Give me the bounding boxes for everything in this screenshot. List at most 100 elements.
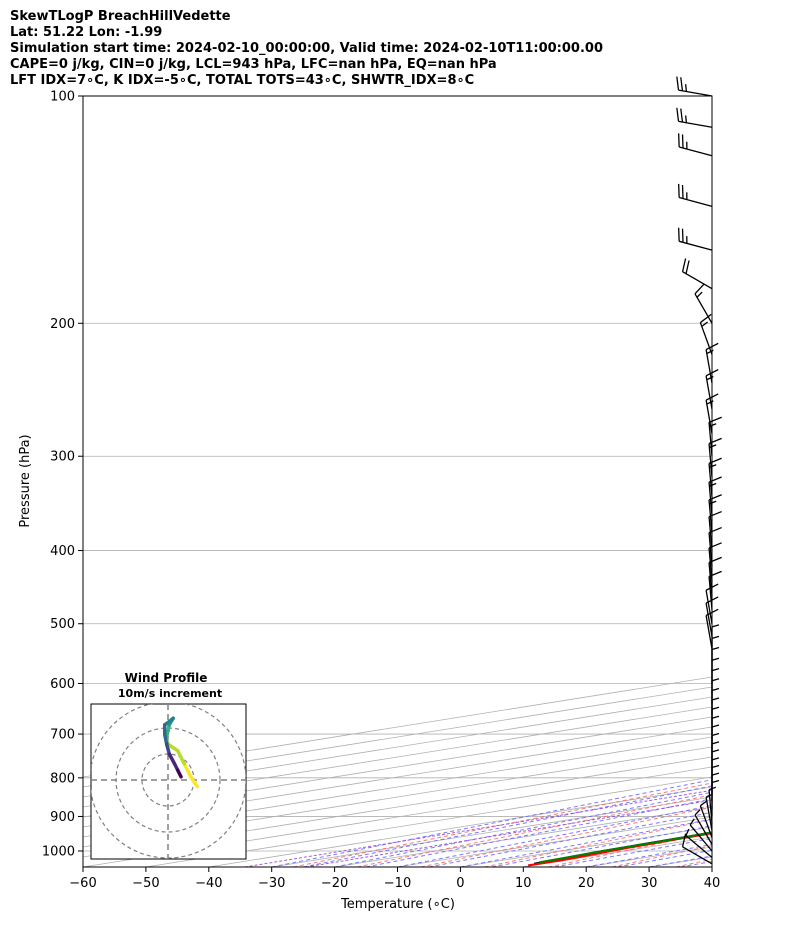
- y-tick-label: 700: [50, 728, 75, 743]
- x-axis-label: Temperature (∘C): [340, 897, 455, 912]
- wind-barb: [689, 818, 713, 852]
- wind-barb: [678, 133, 713, 157]
- y-tick-label: 100: [50, 90, 75, 105]
- dry-adiabat: [420, 806, 712, 867]
- wind-barb: [708, 416, 722, 457]
- wind-barb: [681, 833, 713, 865]
- x-tick-label: 40: [704, 876, 721, 891]
- isotherm-line: [83, 726, 712, 828]
- x-tick-label: 30: [641, 876, 658, 891]
- y-tick-label: 500: [50, 617, 75, 632]
- wind-barb: [711, 646, 720, 684]
- wind-barb: [685, 828, 713, 858]
- moist-adiabat: [491, 825, 712, 867]
- y-tick-label: 300: [50, 450, 75, 465]
- x-tick-label: −40: [195, 876, 222, 891]
- moist-adiabat: [303, 785, 712, 867]
- y-axis-label: Pressure (hPa): [18, 434, 33, 527]
- y-tick-label: 400: [50, 544, 75, 559]
- dry-adiabat: [740, 96, 794, 867]
- isotherm-line: [334, 806, 712, 867]
- y-tick-label: 800: [50, 771, 75, 786]
- dry-adiabat: [356, 794, 712, 867]
- isotherm-line: [208, 786, 712, 867]
- stability-indices: LFT IDX=7∘C, K IDX=-5∘C, TOTAL TOTS=43∘C…: [10, 73, 475, 88]
- moist-adiabat: [366, 798, 712, 867]
- simulation-times: Simulation start time: 2024-02-10_00:00:…: [10, 41, 603, 56]
- hodograph-trace-segment: [182, 762, 193, 779]
- isotherm-line: [83, 716, 712, 818]
- stability-parameters: CAPE=0 j/kg, CIN=0 j/kg, LCL=943 hPa, LF…: [10, 57, 497, 72]
- isotherm-line: [83, 696, 712, 798]
- isotherm-line: [649, 856, 712, 867]
- y-tick-label: 600: [50, 677, 75, 692]
- wind-barb: [711, 779, 720, 817]
- moist-adiabat: [775, 96, 794, 867]
- dry-adiabat: [611, 845, 712, 867]
- isotherm-line: [83, 706, 712, 808]
- moist-adiabat: [744, 96, 794, 867]
- dry-adiabat: [548, 831, 712, 867]
- isotherm-line: [460, 826, 712, 867]
- moist-adiabat: [460, 818, 712, 867]
- isotherm-line: [711, 866, 712, 867]
- moist-adiabat: [586, 843, 712, 867]
- wind-barb: [711, 635, 720, 673]
- hodograph-trace-segment: [167, 752, 177, 766]
- x-tick-label: −10: [384, 876, 411, 891]
- moist-adiabat: [523, 831, 712, 867]
- header: SkewTLogP BreachHillVedette Lat: 51.22 L…: [10, 9, 790, 89]
- x-tick-label: 0: [456, 876, 464, 891]
- x-tick-label: 10: [515, 876, 532, 891]
- isotherm-line: [83, 676, 712, 778]
- x-tick-label: −50: [132, 876, 159, 891]
- wind-barb: [676, 107, 713, 128]
- moist-adiabat: [680, 861, 712, 867]
- mixing-ratio-line: [305, 799, 712, 867]
- y-tick-label: 200: [50, 317, 75, 332]
- wind-barb: [711, 764, 720, 802]
- hodograph-trace-segment: [166, 742, 180, 753]
- wind-barb: [711, 624, 720, 661]
- hodograph-trace-segment: [176, 749, 186, 766]
- y-tick-label: 1000: [42, 845, 75, 860]
- moist-adiabat: [554, 837, 712, 867]
- hodograph-title: Wind Profile: [125, 671, 208, 685]
- hodograph-trace-segment: [176, 768, 183, 779]
- hodograph-trace-segment: [189, 775, 199, 789]
- station-coordinates: Lat: 51.22 Lon: -1.99: [10, 25, 163, 40]
- x-tick-label: −60: [69, 876, 96, 891]
- mixing-ratio-line: [244, 789, 712, 867]
- wind-barb: [678, 183, 713, 207]
- moist-adiabat: [334, 791, 712, 867]
- moist-adiabat: [271, 779, 712, 867]
- wind-barb: [694, 809, 713, 845]
- wind-barb: [676, 76, 713, 97]
- wind-barb: [699, 313, 713, 355]
- dewpoint-line: [538, 831, 712, 864]
- moist-adiabat: [711, 866, 712, 867]
- moist-adiabat: [617, 849, 712, 867]
- isotherm-line: [523, 836, 712, 867]
- x-tick-label: 20: [578, 876, 595, 891]
- isotherm-line: [397, 816, 712, 867]
- station-title: SkewTLogP BreachHillVedette: [10, 9, 231, 24]
- isotherm-line: [83, 736, 712, 838]
- moist-adiabat: [649, 855, 712, 867]
- wind-barb: [699, 800, 713, 838]
- moist-adiabat: [428, 811, 712, 867]
- x-tick-label: −20: [321, 876, 348, 891]
- dry-adiabat: [675, 858, 712, 867]
- x-tick-label: −30: [258, 876, 285, 891]
- isotherm-line: [775, 96, 794, 867]
- moist-adiabat: [397, 804, 712, 867]
- wind-barb: [678, 227, 713, 251]
- wind-barb: [711, 687, 720, 725]
- hodograph-subtitle: 10m/s increment: [118, 687, 222, 700]
- wind-barb: [711, 772, 720, 810]
- isotherm-line: [83, 686, 712, 788]
- y-tick-label: 900: [50, 810, 75, 825]
- isotherm-line: [586, 846, 712, 867]
- dry-adiabat: [484, 819, 712, 867]
